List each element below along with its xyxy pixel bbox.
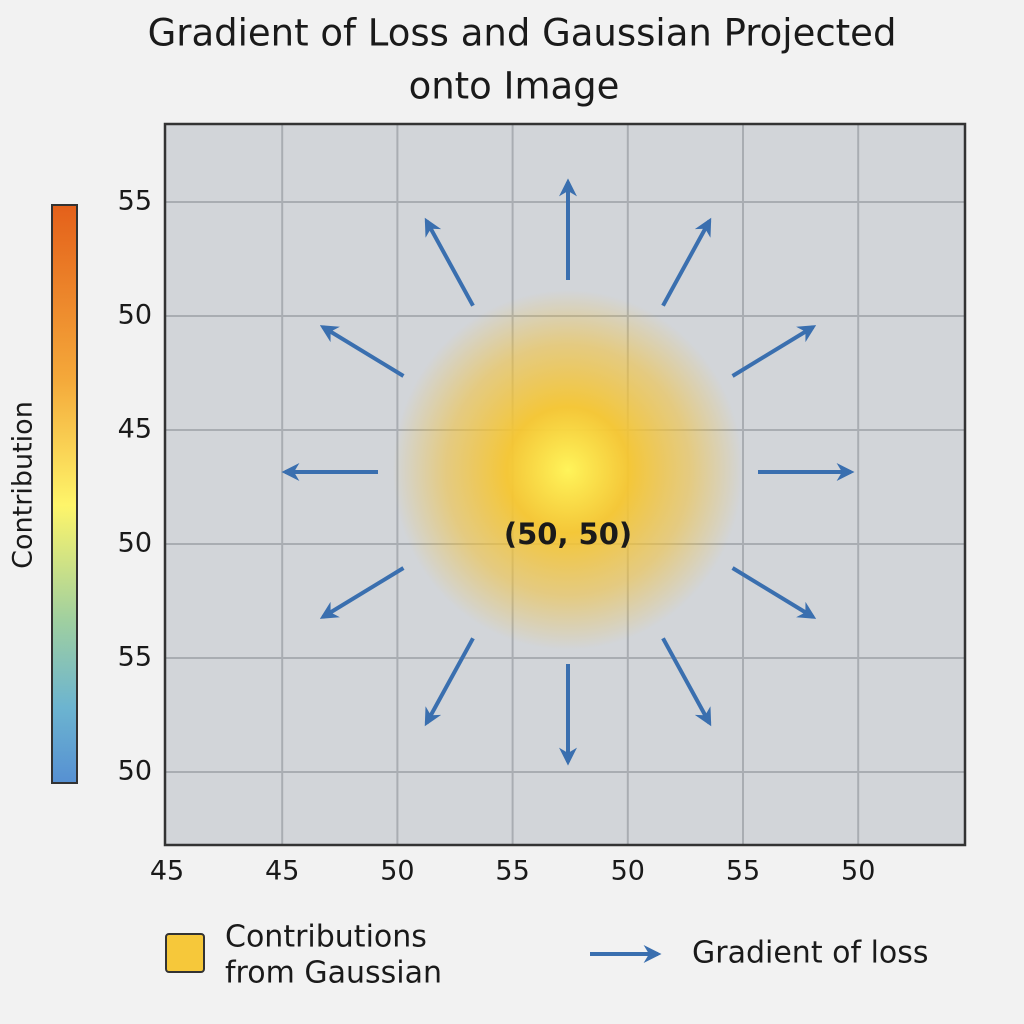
plot-frame: [163, 122, 967, 847]
gradient-arrow: [424, 637, 475, 727]
y-tick-label: 45: [118, 414, 152, 445]
title-line: Gradient of Loss and Gaussian Projected: [148, 12, 897, 55]
gradient-arrows: [281, 178, 855, 766]
y-tick-label: 55: [118, 186, 152, 217]
gradient-arrow: [661, 217, 712, 307]
colorbar-label: Contribution: [8, 401, 39, 569]
legend-label: Gradient of loss: [692, 936, 929, 971]
x-tick-label: 50: [380, 856, 414, 887]
center-label: (50, 50): [504, 517, 632, 551]
x-tick-label: 55: [726, 856, 760, 887]
legend-label: Contributions: [225, 920, 427, 955]
x-tick-label: 45: [150, 856, 184, 887]
x-tick-label: 45: [265, 856, 299, 887]
x-tick-label: 55: [495, 856, 529, 887]
y-tick-label: 50: [118, 300, 152, 331]
gradient-arrow: [731, 325, 817, 378]
legend-swatch: [165, 933, 205, 973]
x-tick-label: 50: [611, 856, 645, 887]
legend-label: from Gaussian: [225, 956, 442, 991]
gradient-arrow: [661, 637, 712, 727]
gradient-arrow: [319, 325, 405, 378]
y-tick-label: 50: [118, 528, 152, 559]
y-tick-label: 55: [118, 642, 152, 673]
gradient-arrow: [424, 217, 475, 307]
gaussian: [393, 290, 743, 650]
x-tick-label: 50: [841, 856, 875, 887]
gradient-arrow: [319, 566, 405, 619]
title-line: onto Image: [409, 65, 620, 108]
gradient-arrow: [731, 566, 817, 619]
colorbar: [51, 204, 78, 784]
y-tick-label: 50: [118, 756, 152, 787]
